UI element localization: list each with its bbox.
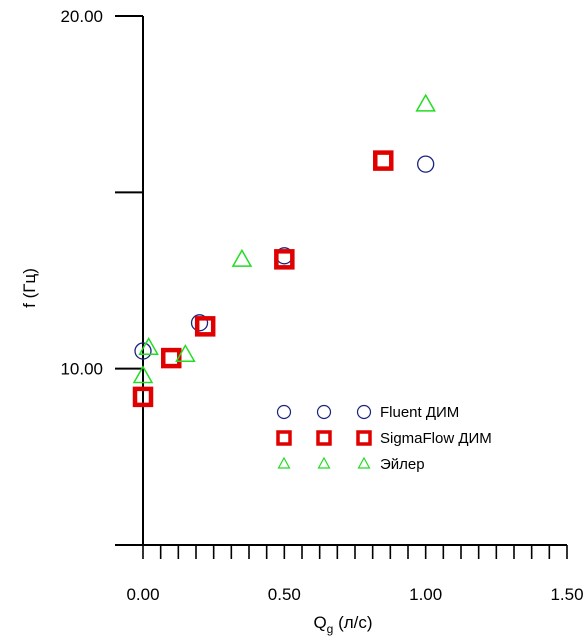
y-axis-title: f (Гц) bbox=[20, 268, 39, 308]
legend-marker-euler bbox=[317, 456, 331, 469]
data-point-circle bbox=[134, 342, 152, 360]
legend-marker-sigmaflow bbox=[276, 430, 292, 446]
data-point-square bbox=[194, 316, 216, 337]
x-tick-labels: 0.00 0.50 1.00 1.50 bbox=[126, 585, 583, 604]
x-axis-title-unit: (л/с) bbox=[333, 613, 372, 632]
legend-entry-sigmaflow: SigmaFlow ДИМ bbox=[276, 430, 492, 447]
data-point-triangle bbox=[415, 93, 436, 112]
legend-marker-fluent bbox=[356, 404, 372, 420]
data-point-square bbox=[274, 249, 295, 270]
legend-marker-euler bbox=[357, 456, 371, 469]
y-tick-label: 10.00 bbox=[60, 360, 103, 379]
x-tick-label: 0.00 bbox=[126, 585, 159, 604]
x-ticks bbox=[142, 545, 568, 559]
y-tick-label: 20.00 bbox=[60, 7, 103, 26]
x-tick-label: 1.50 bbox=[550, 585, 583, 604]
data-point-square bbox=[161, 347, 182, 369]
legend-label-sigmaflow: SigmaFlow ДИМ bbox=[380, 430, 492, 447]
series-0 bbox=[134, 155, 435, 360]
legend-marker-sigmaflow bbox=[316, 430, 332, 446]
x-tick-label: 0.50 bbox=[268, 585, 301, 604]
x-axis-title: Qg (л/с) bbox=[313, 613, 372, 636]
legend-entry-fluent: Fluent ДИМ bbox=[276, 404, 459, 421]
legend-marker-euler bbox=[277, 456, 291, 469]
legend-label-fluent: Fluent ДИМ bbox=[380, 404, 459, 421]
data-point-square bbox=[373, 150, 394, 171]
x-axis-title-subscript: g bbox=[327, 622, 334, 636]
legend-label-euler: Эйлер bbox=[380, 456, 425, 473]
y-tick-labels: 10.00 20.00 bbox=[60, 7, 103, 379]
series-2 bbox=[132, 93, 436, 384]
legend-entry-euler: Эйлер bbox=[277, 456, 425, 473]
data-point-square bbox=[132, 386, 154, 408]
legend-marker-sigmaflow bbox=[356, 430, 372, 446]
series-1 bbox=[132, 150, 394, 408]
x-tick-label: 1.00 bbox=[409, 585, 442, 604]
legend-marker-fluent bbox=[316, 404, 332, 420]
y-ticks bbox=[115, 15, 143, 546]
data-point-circle bbox=[190, 314, 209, 332]
data-point-triangle bbox=[231, 248, 253, 267]
data-point-triangle bbox=[175, 344, 196, 363]
data-point-triangle bbox=[138, 336, 159, 356]
axes: 0.00 0.50 1.00 1.50 10.00 20.00 bbox=[60, 7, 583, 604]
data-point-triangle bbox=[132, 365, 154, 384]
legend: Fluent ДИМ SigmaFlow ДИМ Эйлер bbox=[276, 404, 492, 473]
legend-marker-fluent bbox=[276, 404, 292, 420]
x-axis-title-main: Q bbox=[313, 613, 326, 632]
data-point-circle bbox=[417, 155, 435, 173]
data-markers bbox=[132, 93, 436, 408]
